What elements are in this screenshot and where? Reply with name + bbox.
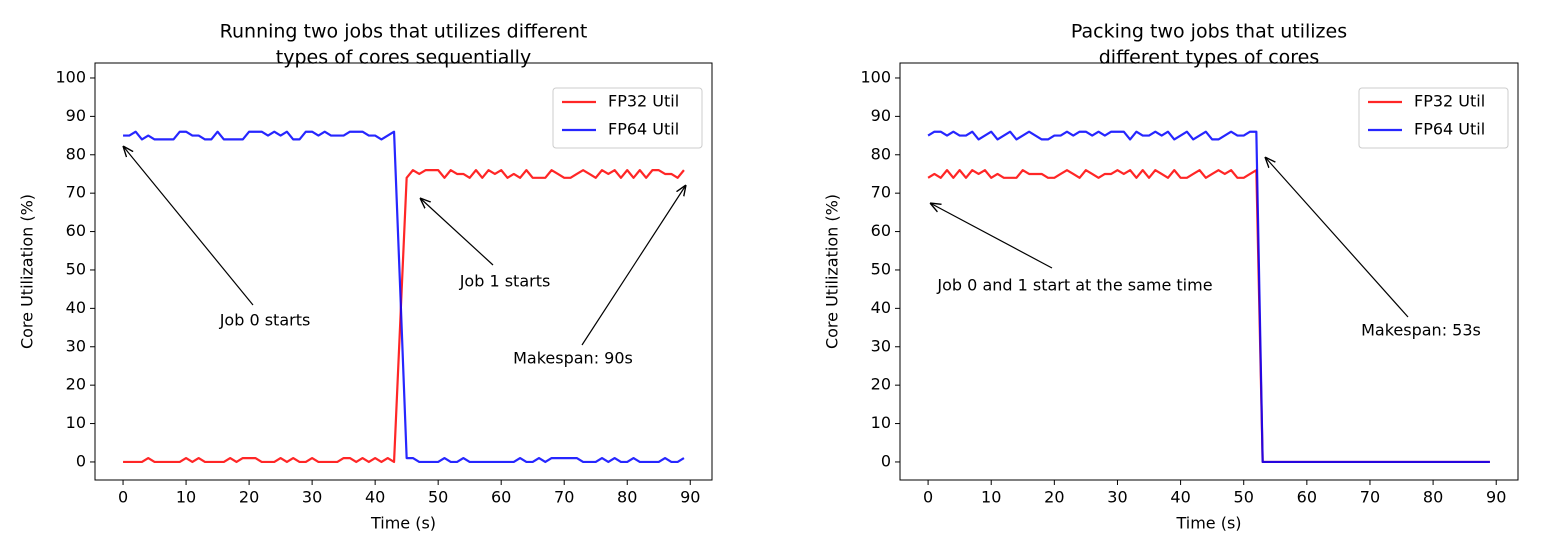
plot-frame	[899, 62, 1519, 481]
data-line	[927, 169, 1490, 464]
data-line	[927, 130, 1490, 464]
annotation: Job 0 starts	[219, 311, 311, 330]
x-tick-label: 30	[1107, 488, 1127, 507]
x-tick-label: 90	[1486, 488, 1506, 507]
data-line	[123, 169, 685, 464]
x-tick-label: 70	[1360, 488, 1380, 507]
y-tick-label: 10	[871, 413, 891, 432]
x-tick-label: 0	[923, 488, 933, 507]
annotation-arrow	[123, 146, 254, 306]
y-tick-label: 20	[871, 375, 891, 394]
y-tick-label: 50	[66, 259, 86, 278]
y-tick-label: 50	[871, 259, 891, 278]
y-tick-label: 60	[871, 221, 891, 240]
y-tick-label: 80	[66, 144, 86, 163]
legend-label: FP64 Util	[1414, 120, 1485, 139]
y-axis-label: Core Utilization (%)	[18, 194, 37, 349]
x-tick-label: 50	[1234, 488, 1254, 507]
data-line	[123, 130, 685, 464]
x-tick-label: 0	[118, 488, 128, 507]
chart-title: different types of cores	[1099, 47, 1320, 69]
y-tick-label: 0	[76, 451, 86, 470]
y-tick-label: 0	[881, 451, 891, 470]
x-tick-label: 60	[1297, 488, 1317, 507]
x-tick-label: 80	[617, 488, 637, 507]
x-tick-label: 80	[1423, 488, 1443, 507]
x-tick-label: 10	[981, 488, 1001, 507]
y-tick-label: 10	[66, 413, 86, 432]
x-axis-label: Time (s)	[1175, 514, 1241, 533]
x-tick-label: 40	[365, 488, 385, 507]
annotation-arrow	[420, 198, 494, 266]
x-tick-label: 60	[491, 488, 511, 507]
x-axis-label: Time (s)	[370, 514, 436, 533]
x-tick-label: 90	[680, 488, 700, 507]
y-tick-label: 70	[871, 183, 891, 202]
y-tick-label: 70	[66, 183, 86, 202]
annotation: Job 0 and 1 start at the same time	[936, 276, 1212, 295]
y-tick-label: 90	[871, 106, 891, 125]
y-tick-label: 40	[66, 298, 86, 317]
y-tick-label: 80	[871, 144, 891, 163]
x-tick-label: 20	[239, 488, 259, 507]
annotation: Job 1 starts	[459, 272, 551, 291]
legend-label: FP32 Util	[608, 92, 679, 111]
y-tick-label: 90	[66, 106, 86, 125]
legend-label: FP32 Util	[1414, 92, 1485, 111]
y-tick-label: 100	[55, 67, 86, 86]
annotation: Makespan: 53s	[1361, 321, 1481, 340]
chart-title: types of cores sequentially	[276, 47, 531, 69]
y-tick-label: 100	[860, 67, 891, 86]
y-tick-label: 30	[66, 336, 86, 355]
annotation-arrow	[581, 185, 686, 346]
x-tick-label: 70	[554, 488, 574, 507]
x-tick-label: 50	[428, 488, 448, 507]
x-tick-label: 20	[1044, 488, 1064, 507]
legend-label: FP64 Util	[608, 120, 679, 139]
plot-frame	[94, 62, 713, 481]
annotation: Makespan: 90s	[513, 349, 633, 368]
y-tick-label: 20	[66, 375, 86, 394]
x-tick-label: 40	[1170, 488, 1190, 507]
y-tick-label: 30	[871, 336, 891, 355]
chart-title: Running two jobs that utilizes different	[220, 21, 588, 43]
annotation-arrow	[930, 203, 1053, 269]
y-tick-label: 40	[871, 298, 891, 317]
chart-title: Packing two jobs that utilizes	[1071, 21, 1347, 43]
y-tick-label: 60	[66, 221, 86, 240]
x-tick-label: 10	[176, 488, 196, 507]
annotation-arrow	[1265, 157, 1409, 318]
y-axis-label: Core Utilization (%)	[823, 194, 842, 349]
x-tick-label: 30	[302, 488, 322, 507]
